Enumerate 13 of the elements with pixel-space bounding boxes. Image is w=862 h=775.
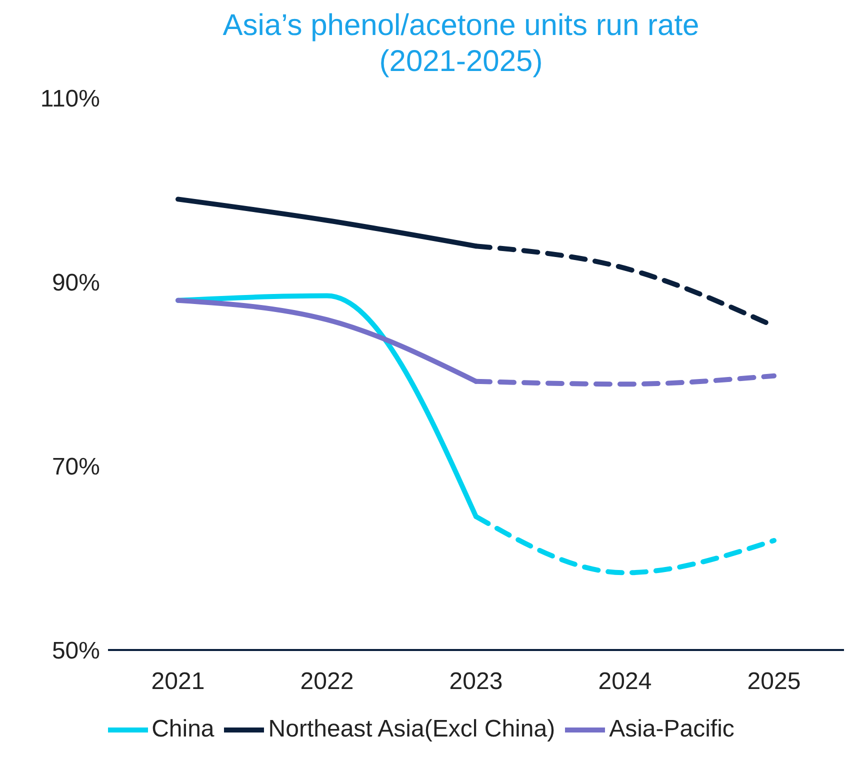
y-tick-label: 90% bbox=[52, 270, 100, 297]
x-tick-label: 2022 bbox=[300, 668, 354, 696]
x-tick-label: 2024 bbox=[598, 668, 652, 696]
y-tick-label: 110% bbox=[40, 86, 100, 113]
chart-title: Asia’s phenol/acetone units run rate (2021-2025) bbox=[222, 8, 700, 80]
legend-label: China bbox=[152, 715, 214, 742]
legend-label: Northeast Asia(Excl China) bbox=[268, 715, 556, 742]
legend-label: Asia-Pacific bbox=[609, 715, 734, 742]
x-tick-label: 2023 bbox=[449, 668, 503, 696]
y-tick-label: 70% bbox=[52, 454, 100, 481]
x-tick-label: 2021 bbox=[151, 668, 205, 696]
y-tick-label: 50% bbox=[52, 638, 100, 665]
x-tick-label: 2025 bbox=[747, 668, 801, 696]
